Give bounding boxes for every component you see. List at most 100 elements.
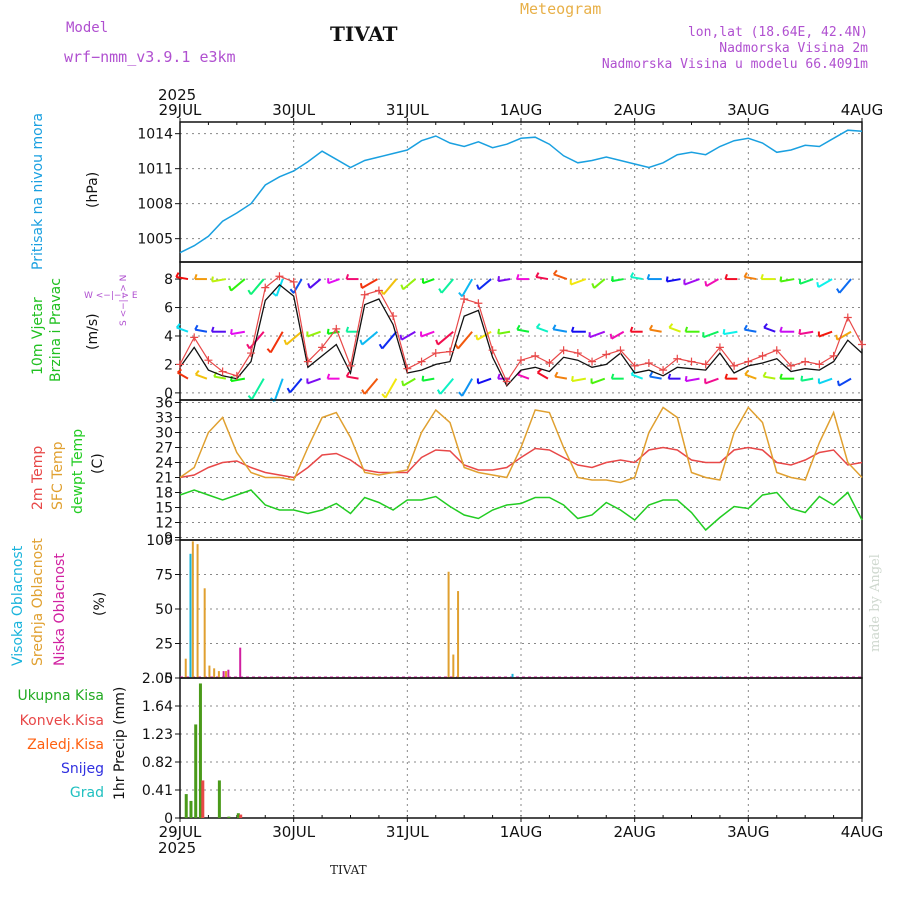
panel-frame [179, 677, 863, 819]
wind-barb [457, 331, 473, 350]
wind-barb-flag [399, 334, 403, 340]
wind-barb [461, 378, 474, 397]
wind-gust-marker [232, 371, 241, 380]
model-name: wrf−nmm_v3.9.1 e3km [64, 48, 236, 66]
wind-gust-marker [531, 351, 540, 360]
wind-barb [589, 330, 606, 339]
y-tick-label: 0.82 [142, 755, 173, 771]
wind-barb [704, 377, 719, 385]
wind-barb-flag [667, 373, 672, 379]
dewpt-ylabel: dewpt Temp [70, 429, 86, 514]
wind-gust-marker [488, 346, 497, 355]
y-tick-label: 15 [155, 501, 173, 517]
wind-barb [273, 378, 284, 402]
wind-ylabel: 10m Vjetar [30, 297, 46, 375]
precip-total-bar [217, 780, 221, 818]
wind-gust-marker [801, 357, 810, 366]
time-tick-label-bottom: 2AUG [613, 823, 655, 841]
wind-barb-flag [571, 375, 574, 382]
wind-barb-flag [570, 326, 575, 333]
y-tick-label: 1005 [137, 232, 173, 248]
wind-barb [744, 328, 757, 333]
wind-gust-marker [644, 359, 653, 368]
wind-barb [420, 330, 435, 338]
wind-barb [554, 375, 568, 380]
wind-barb [593, 278, 606, 289]
precip-total-bar [184, 794, 188, 818]
wind-barb [818, 330, 833, 338]
wind-barb [591, 377, 606, 385]
wind-barb [763, 375, 776, 380]
wind-barb-flag [326, 328, 330, 334]
cloud-panel: 0 25 50 75 100 [146, 533, 863, 687]
wind-barb-flag [609, 333, 613, 339]
time-tick-label-bottom: 30JUL [272, 823, 315, 841]
wind-barb [630, 276, 643, 281]
wind-gust-marker [559, 346, 568, 355]
wind-barb [384, 378, 398, 399]
wind-barb [176, 276, 189, 281]
wind-gust-marker [687, 357, 696, 366]
wind-barb [838, 278, 852, 294]
y-tick-label: 6 [164, 301, 173, 317]
wind-barb [195, 373, 208, 380]
wind-barb-flag [497, 373, 501, 379]
wind-barb [400, 330, 416, 341]
wind-gust-marker [275, 272, 284, 281]
precip-total-bar [189, 800, 193, 818]
y-tick-label: 24 [155, 456, 173, 472]
wind-barb [649, 375, 662, 380]
wind-barb [838, 377, 852, 387]
station-title: TIVAT [330, 22, 398, 46]
wind-barb-flag [283, 339, 288, 345]
wind-gust-marker [573, 349, 582, 358]
y-tick-label: 25 [155, 637, 173, 653]
wind-gust-marker [389, 312, 398, 321]
wind-barb [177, 371, 189, 380]
wind-barb [476, 330, 492, 341]
wind-barb [801, 377, 814, 382]
wind-barb [666, 278, 681, 283]
dewpt-series-line [179, 489, 863, 532]
wind-barb-flag [744, 370, 749, 376]
cloud-low-ylabel: Niska Oblacnost [52, 553, 68, 666]
y-tick-label: 1.64 [142, 699, 173, 715]
sfc-temp-series-line [179, 406, 863, 484]
y-tick-label: 1011 [137, 162, 173, 178]
wind-barb-flag [378, 343, 384, 350]
wind-barb [327, 278, 340, 285]
wind-barb [307, 377, 321, 385]
cloud-mid-bar [213, 668, 216, 678]
wind-barb-flag [246, 343, 251, 350]
pressure-series-line [179, 129, 863, 254]
wind-barb-flag [458, 291, 463, 298]
wind-barb-flag [436, 389, 442, 395]
wind-gust-marker [176, 360, 184, 369]
wind-barb-flag [668, 323, 674, 329]
wind-barb-flag [194, 324, 199, 331]
panel-frame [179, 121, 863, 263]
wind-gust-marker [247, 349, 256, 358]
wind-gust-marker [289, 277, 298, 286]
wind-gust-marker [517, 356, 525, 365]
wind-barb-flag [361, 389, 366, 395]
wind-barb [780, 278, 795, 283]
time-tick-label-top: 31JUL [386, 101, 429, 119]
temp2m-ylabel: 2m Temp [30, 446, 46, 510]
wind-gust-marker [630, 361, 639, 370]
wind-barb-flag [345, 274, 350, 280]
wind-barb-flag [247, 289, 252, 295]
wind-barb-flag [724, 274, 728, 280]
time-tick-label-bottom: 3AUG [727, 823, 769, 841]
wind-barb [422, 377, 435, 382]
wind-barb-flag [779, 373, 783, 379]
wind-barb-flag [194, 370, 200, 376]
wind-gust-marker [730, 361, 739, 370]
y-tick-label: 30 [155, 426, 173, 442]
wind-barb-flag [272, 292, 278, 297]
cloud-mid-bar [452, 654, 455, 678]
wind-gust-marker [318, 343, 327, 352]
model-elevation-label: Nadmorska Visina u modelu 66.4091m [601, 57, 868, 72]
